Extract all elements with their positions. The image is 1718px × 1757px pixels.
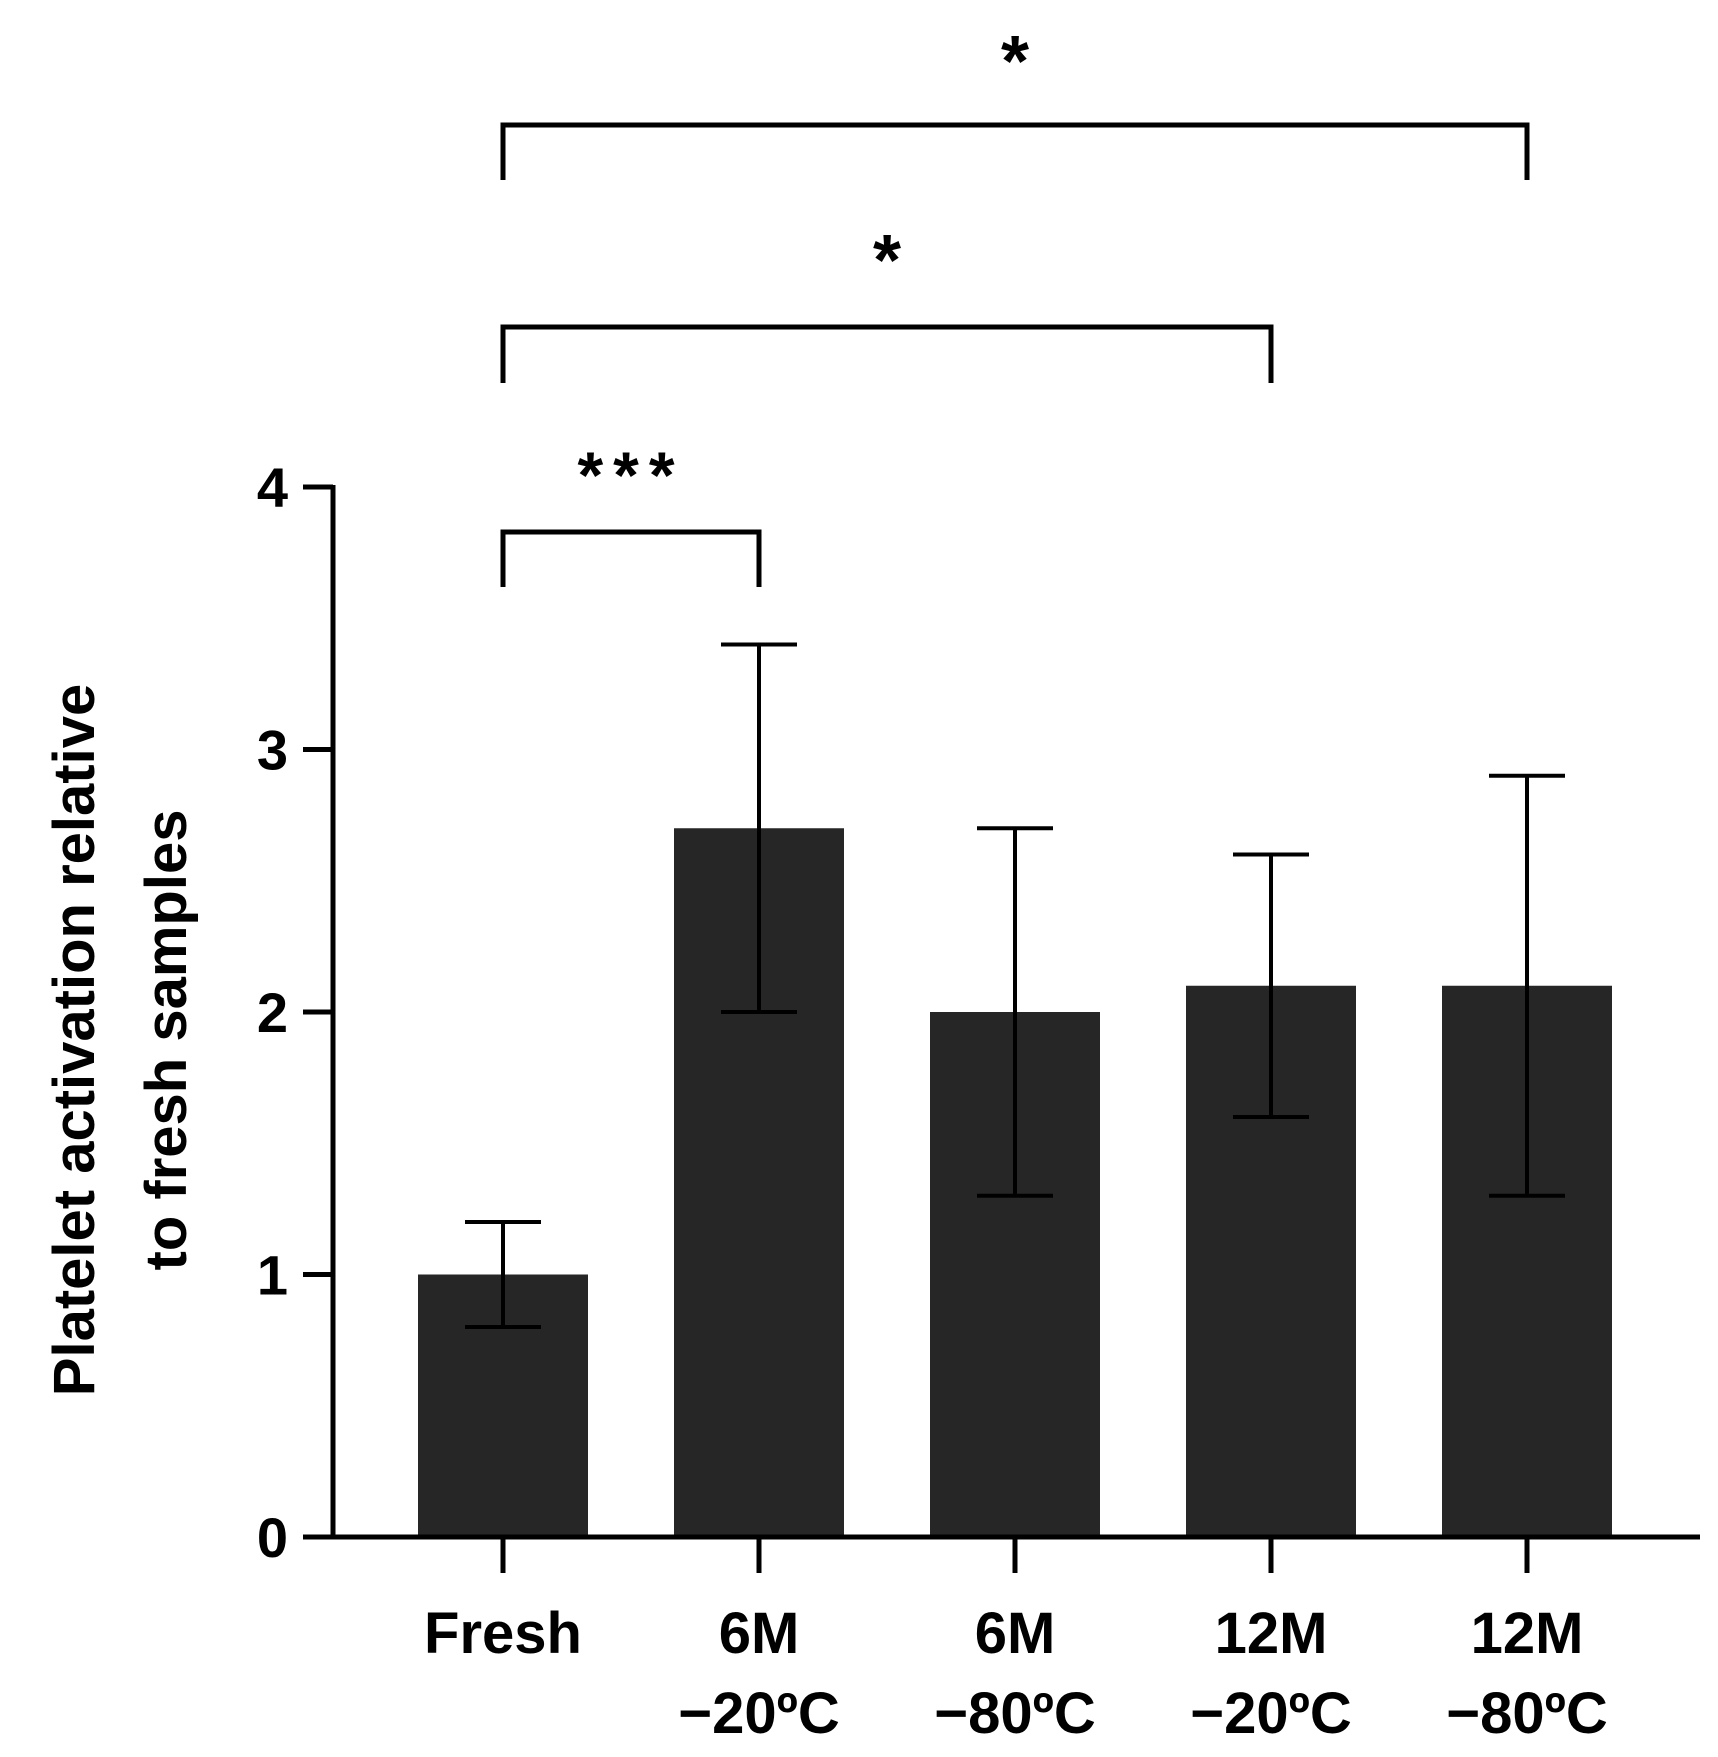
y-axis-label-line-2: to fresh samples <box>134 810 199 1271</box>
x-tick-label-1-line-1: 6M <box>719 1601 800 1666</box>
error-bars-layer <box>465 642 1565 1329</box>
y-tick-label-1: 1 <box>257 1244 288 1307</box>
significance-bracket-0 <box>500 529 762 587</box>
significance-label-0: *** <box>577 438 684 512</box>
y-tick-label-0: 0 <box>257 1506 288 1569</box>
axes-layer <box>303 484 1700 1573</box>
significance-bracket-2 <box>500 122 1530 180</box>
significance-label-1: * <box>873 221 901 301</box>
significance-layer: ***** <box>500 22 1530 587</box>
labels-layer: Platelet activation relative to fresh sa… <box>42 456 1608 1746</box>
significance-label-2: * <box>1001 22 1029 102</box>
y-axis-label-line-1: Platelet activation relative <box>42 684 107 1396</box>
x-tick-label-4-line-1: 12M <box>1471 1601 1584 1666</box>
x-tick-label-2-line-2: −80ºC <box>934 1681 1095 1746</box>
y-tick-label-4: 4 <box>257 456 288 519</box>
y-tick-label-2: 2 <box>257 981 288 1044</box>
x-tick-label-3-line-2: −20ºC <box>1190 1681 1351 1746</box>
significance-bracket-1 <box>500 324 1274 383</box>
x-tick-label-2-line-1: 6M <box>975 1601 1056 1666</box>
x-tick-label-0-line-1: Fresh <box>424 1601 582 1666</box>
y-tick-label-3: 3 <box>257 719 288 782</box>
x-tick-label-4-line-2: −80ºC <box>1446 1681 1607 1746</box>
x-tick-label-1-line-2: −20ºC <box>678 1681 839 1746</box>
x-tick-label-3-line-1: 12M <box>1215 1601 1328 1666</box>
